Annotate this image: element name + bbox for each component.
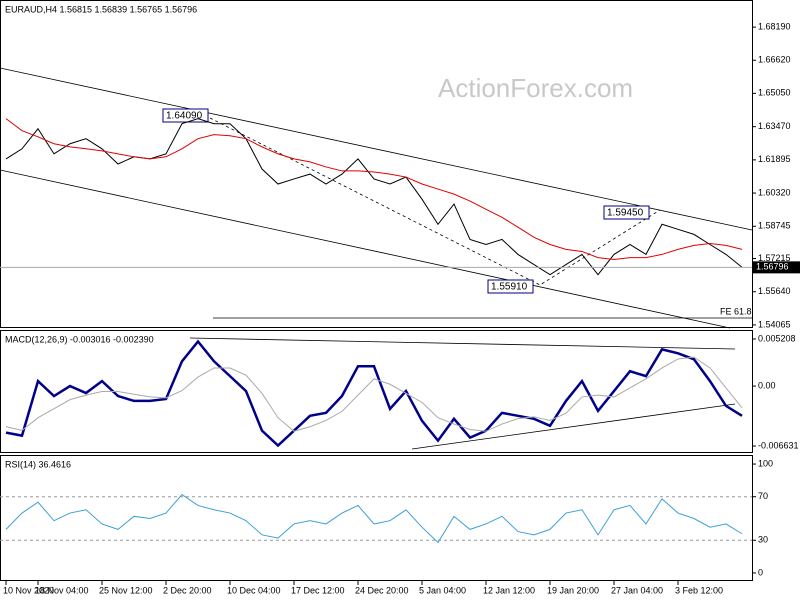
channel-upper — [0, 67, 753, 231]
y-tick-label: 1.57215 — [758, 253, 791, 263]
x-tick-label: 17 Dec 12:00 — [291, 585, 345, 595]
y-tick-label: 70 — [758, 491, 768, 501]
macd-title: MACD(12,26,9) -0.003016 -0.002390 — [5, 334, 154, 344]
x-tick-label: 27 Jan 04:00 — [611, 585, 663, 595]
y-tick-label: 0 — [758, 567, 763, 577]
y-tick-label: 30 — [758, 535, 768, 545]
x-tick-label: 5 Jan 04:00 — [419, 585, 466, 595]
annotation-box — [487, 279, 534, 294]
last-price-label: 1.56796 — [756, 262, 789, 272]
wave-lines — [209, 117, 661, 286]
annotation: 1.64090 — [166, 111, 203, 122]
x-tick-label: 12 Jan 12:00 — [483, 585, 535, 595]
channel-lower — [0, 169, 731, 329]
macd-trend-top — [189, 337, 736, 350]
rsi-panel — [0, 455, 753, 581]
price-panel — [0, 0, 753, 328]
y-tick-label: 0.00 — [758, 380, 776, 390]
layout: ActionForex.com 1.64090 1.59450 1.55910 … — [0, 0, 753, 581]
y-tick-label: 1.68190 — [758, 22, 791, 32]
y-tick-label: 1.58745 — [758, 221, 791, 231]
series-line — [5, 339, 743, 448]
last-price-box — [753, 261, 800, 274]
annotation: FE 61.8 — [720, 306, 752, 316]
series-line — [5, 356, 743, 432]
y-tick-label: 1.61895 — [758, 154, 791, 164]
annotation: 1.55910 — [491, 282, 528, 293]
chart-title: EURAUD,H4 1.56815 1.56839 1.56765 1.5679… — [5, 4, 197, 14]
series-line — [5, 118, 743, 260]
macd-trend-bottom — [411, 403, 736, 450]
macd-panel — [0, 330, 753, 453]
rsi-title: RSI(14) 36.4616 — [5, 459, 71, 469]
y-tick-label: 1.65050 — [758, 88, 791, 98]
x-tick-label: 19 Jan 20:00 — [547, 585, 599, 595]
y-tick-label: 1.66620 — [758, 55, 791, 65]
y-tick-label: 100 — [758, 458, 773, 468]
x-tick-label: 10 Dec 04:00 — [227, 585, 281, 595]
y-tick-label: 1.55640 — [758, 286, 791, 296]
x-tick-label: 10 Nov 2020 — [3, 585, 54, 595]
series-line — [5, 118, 743, 276]
x-tick-label: 3 Feb 12:00 — [675, 585, 723, 595]
y-tick-label: 1.60320 — [758, 187, 791, 197]
watermark: ActionForex.com — [438, 73, 633, 103]
x-tick-label: 25 Nov 12:00 — [99, 585, 153, 595]
y-tick-label: 1.54065 — [758, 319, 791, 329]
x-tick-label: 24 Dec 20:00 — [355, 585, 409, 595]
x-tick-label: 18 Nov 04:00 — [35, 585, 89, 595]
x-tick-label: 2 Dec 20:00 — [163, 585, 212, 595]
annotation-box — [603, 205, 650, 220]
y-tick-label: 1.63470 — [758, 121, 791, 131]
series-line — [5, 493, 743, 544]
y-tick-label: -0.006631 — [758, 440, 799, 450]
annotation: 1.59450 — [607, 208, 644, 219]
y-tick-label: 0.005208 — [758, 333, 796, 343]
